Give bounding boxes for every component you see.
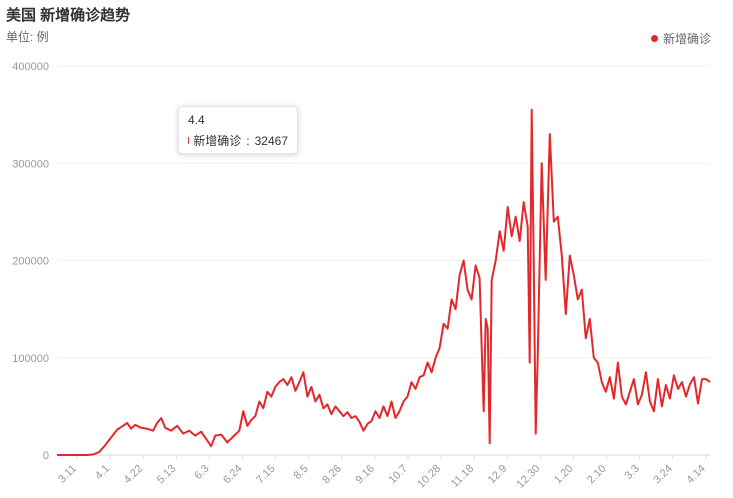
tooltip-title: 4.4 (188, 113, 205, 127)
x-tick-label: 10.7 (386, 463, 410, 487)
x-tick-label: 3.24 (651, 463, 675, 487)
x-tick-label: 10.28 (415, 463, 443, 491)
x-tick-label: 1.20 (552, 463, 576, 487)
x-tick-label: 12.9 (486, 463, 510, 487)
y-tick-label: 300000 (12, 158, 49, 170)
x-tick-label: 6.3 (192, 463, 211, 482)
y-tick-label: 400000 (12, 61, 49, 73)
x-tick-label: 11.18 (449, 463, 476, 490)
legend-item[interactable]: 新增确诊 (650, 30, 711, 47)
tooltip-value: 32467 (254, 133, 288, 148)
x-tick-label: 9.16 (353, 463, 377, 487)
tooltip-separator: : (246, 133, 250, 148)
x-axis-labels: 3.11 4.1 4.22 5.13 6.3 6.24 7.15 8.5 8.26 9.16 10.… (56, 455, 708, 491)
x-tick-label: 4.22 (122, 463, 146, 487)
x-tick-label: 3.11 (56, 463, 79, 486)
y-tick-label: 0 (43, 450, 49, 462)
y-axis-labels: 0 100000 200000 300000 400000 (12, 61, 49, 462)
tooltip: 4.4 新增确诊: 32467 (178, 106, 298, 154)
tooltip-series-name: 新增确诊 (193, 134, 242, 148)
y-tick-label: 200000 (12, 256, 49, 268)
x-tick-label: 7.15 (254, 463, 278, 487)
series-layer (57, 108, 711, 456)
legend-marker-icon (650, 35, 658, 42)
x-tick-label: 4.14 (684, 463, 708, 487)
x-tick-label: 8.5 (292, 463, 311, 482)
unit-label: 单位: 例 (6, 30, 49, 44)
x-tick-label: 3.3 (623, 463, 642, 482)
legend-label: 新增确诊 (662, 32, 711, 46)
y-tick-label: 100000 (12, 353, 49, 365)
x-tick-label: 2.10 (585, 463, 609, 487)
series-line[interactable] (57, 108, 711, 456)
chart-title: 美国 新增确诊趋势 (6, 7, 131, 24)
tooltip-row: 新增确诊: 32467 (188, 132, 288, 149)
grid-lines (57, 65, 710, 456)
x-tick-label: 12.30 (515, 463, 543, 491)
x-tick-label: 5.13 (155, 463, 179, 487)
x-tick-label: 8.26 (320, 463, 344, 487)
x-tick-label: 4.1 (93, 463, 112, 482)
x-tick-label: 6.24 (221, 463, 245, 487)
